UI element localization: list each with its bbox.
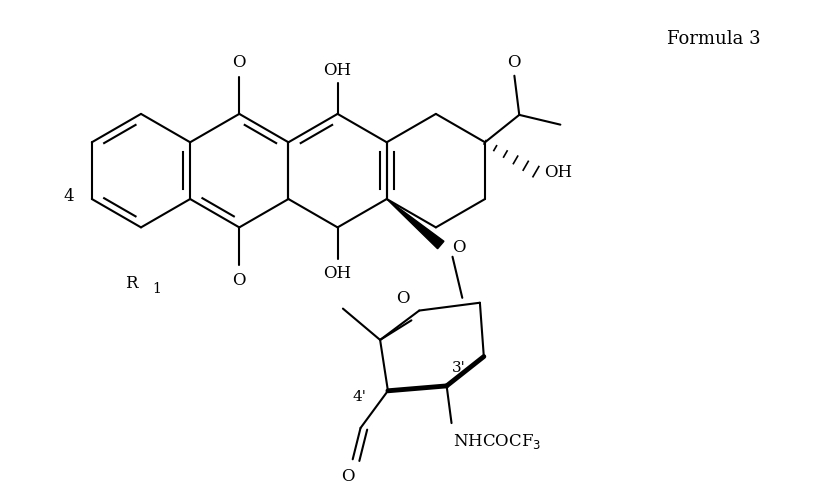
Text: O: O [341,467,354,484]
Text: O: O [453,239,466,256]
Text: R: R [125,275,137,292]
Text: O: O [396,289,410,306]
Text: 4: 4 [64,187,74,204]
Text: O: O [233,54,246,71]
Text: OH: OH [544,164,572,181]
Text: OH: OH [324,264,352,281]
Text: 1: 1 [153,282,162,296]
Text: O: O [508,54,521,71]
Polygon shape [387,200,444,249]
Text: 4': 4' [353,389,367,403]
Text: OH: OH [324,61,352,79]
Text: NHCOCF$_3$: NHCOCF$_3$ [453,431,542,450]
Text: 3': 3' [452,361,465,374]
Text: Formula 3: Formula 3 [667,30,760,48]
Text: O: O [233,272,246,289]
